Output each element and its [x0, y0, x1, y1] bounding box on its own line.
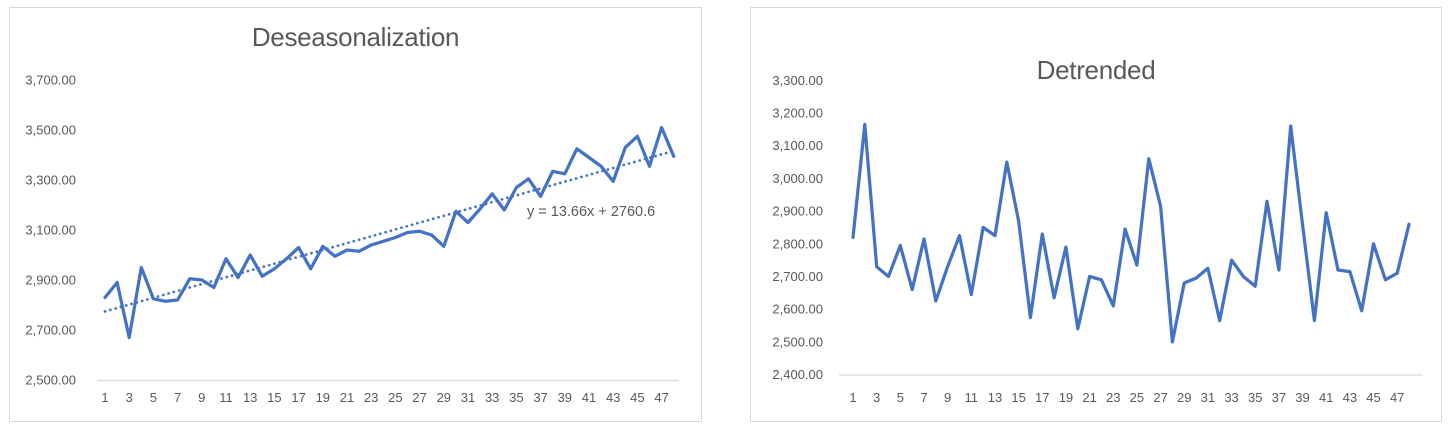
- x-axis-tick-label: 1: [101, 390, 108, 405]
- x-axis-tick-label: 11: [965, 390, 979, 405]
- x-axis-tick-label: 25: [388, 390, 402, 405]
- x-axis-tick-label: 11: [219, 390, 233, 405]
- chart-title: Deseasonalization: [251, 22, 460, 52]
- y-axis-tick-label: 2,500.00: [25, 373, 76, 388]
- x-axis-tick-label: 5: [897, 390, 904, 405]
- y-axis-tick-label: 2,400.00: [772, 367, 823, 382]
- y-axis-tick-label: 2,800.00: [772, 236, 823, 251]
- x-axis-tick-label: 43: [606, 390, 620, 405]
- x-axis-tick-label: 23: [364, 390, 378, 405]
- x-axis-tick-label: 31: [461, 390, 475, 405]
- y-axis-tick-label: 3,100.00: [25, 223, 76, 238]
- x-axis-tick-label: 37: [533, 390, 547, 405]
- x-axis-tick-label: 43: [1343, 390, 1357, 405]
- x-axis-tick-label: 27: [412, 390, 426, 405]
- y-axis-tick-label: 2,900.00: [25, 273, 76, 288]
- x-axis-tick-label: 19: [1059, 390, 1073, 405]
- y-axis-tick-label: 3,000.00: [772, 171, 823, 186]
- y-axis-tick-label: 3,300.00: [25, 173, 76, 188]
- x-axis-tick-label: 29: [437, 390, 451, 405]
- x-axis-tick-label: 13: [988, 390, 1002, 405]
- series-line: [851, 122, 1411, 344]
- x-axis-tick-label: 13: [243, 390, 257, 405]
- y-axis-tick-label: 2,600.00: [772, 302, 823, 317]
- x-axis-tick-label: 15: [1011, 390, 1025, 405]
- x-axis-tick-label: 41: [1319, 390, 1333, 405]
- x-axis-tick-label: 21: [1082, 390, 1096, 405]
- x-axis-tick-label: 7: [920, 390, 927, 405]
- x-axis-tick-label: 35: [1248, 390, 1262, 405]
- x-axis-tick-label: 31: [1201, 390, 1215, 405]
- x-axis-tick-label: 7: [174, 390, 181, 405]
- y-axis-tick-label: 3,200.00: [772, 106, 823, 121]
- x-axis-tick-label: 45: [1366, 390, 1380, 405]
- x-axis-tick-label: 9: [944, 390, 951, 405]
- y-axis-tick-label: 2,900.00: [772, 204, 823, 219]
- x-axis-tick-label: 5: [150, 390, 157, 405]
- y-axis-tick-label: 3,700.00: [25, 73, 76, 88]
- x-axis-tick-label: 1: [849, 390, 856, 405]
- x-axis-tick-label: 19: [316, 390, 330, 405]
- y-axis-tick-label: 3,300.00: [772, 73, 823, 88]
- y-axis-tick-label: 2,700.00: [25, 323, 76, 338]
- x-axis-tick-label: 29: [1177, 390, 1191, 405]
- x-axis-tick-label: 47: [1390, 390, 1404, 405]
- x-axis-tick-label: 33: [1224, 390, 1238, 405]
- x-axis-tick-label: 37: [1272, 390, 1286, 405]
- x-axis-tick-label: 3: [126, 390, 133, 405]
- x-axis-tick-label: 17: [291, 390, 305, 405]
- x-axis-tick-label: 17: [1035, 390, 1049, 405]
- series-line: [103, 125, 676, 340]
- x-axis-tick-label: 27: [1153, 390, 1167, 405]
- x-axis-tick-label: 35: [509, 390, 523, 405]
- y-axis-tick-label: 3,100.00: [772, 138, 823, 153]
- x-axis-tick-label: 25: [1130, 390, 1144, 405]
- trendline-equation: y = 13.66x + 2760.6: [527, 204, 656, 220]
- x-axis-tick-label: 23: [1106, 390, 1120, 405]
- chart-detrended[interactable]: Detrended 3,300.00 3,200.00 3,100.00 3,000.…: [750, 7, 1442, 422]
- plot-area: 3,300.00 3,200.00 3,100.00 3,000.00 2,900.00…: [772, 73, 1423, 405]
- chart-title: Detrended: [1036, 55, 1156, 85]
- chart-deseasonalization[interactable]: Deseasonalization 3,700.00 3,500.00 3,300.…: [9, 7, 702, 422]
- x-axis-tick-label: 47: [654, 390, 668, 405]
- y-axis-tick-label: 3,500.00: [25, 123, 76, 138]
- trendline: [103, 149, 676, 313]
- x-axis-tick-label: 33: [485, 390, 499, 405]
- x-axis-tick-label: 3: [873, 390, 880, 405]
- y-axis-tick-label: 2,700.00: [772, 269, 823, 284]
- x-axis-tick-label: 15: [267, 390, 281, 405]
- x-axis-tick-label: 39: [558, 390, 572, 405]
- y-axis-tick-label: 2,500.00: [772, 334, 823, 349]
- plot-area: 3,700.00 3,500.00 3,300.00 3,100.00 2,900.00…: [25, 73, 679, 405]
- x-axis-tick-label: 45: [630, 390, 644, 405]
- x-axis-tick-label: 41: [582, 390, 596, 405]
- x-axis-tick-label: 39: [1295, 390, 1309, 405]
- x-axis-tick-label: 21: [340, 390, 354, 405]
- x-axis-tick-label: 9: [198, 390, 205, 405]
